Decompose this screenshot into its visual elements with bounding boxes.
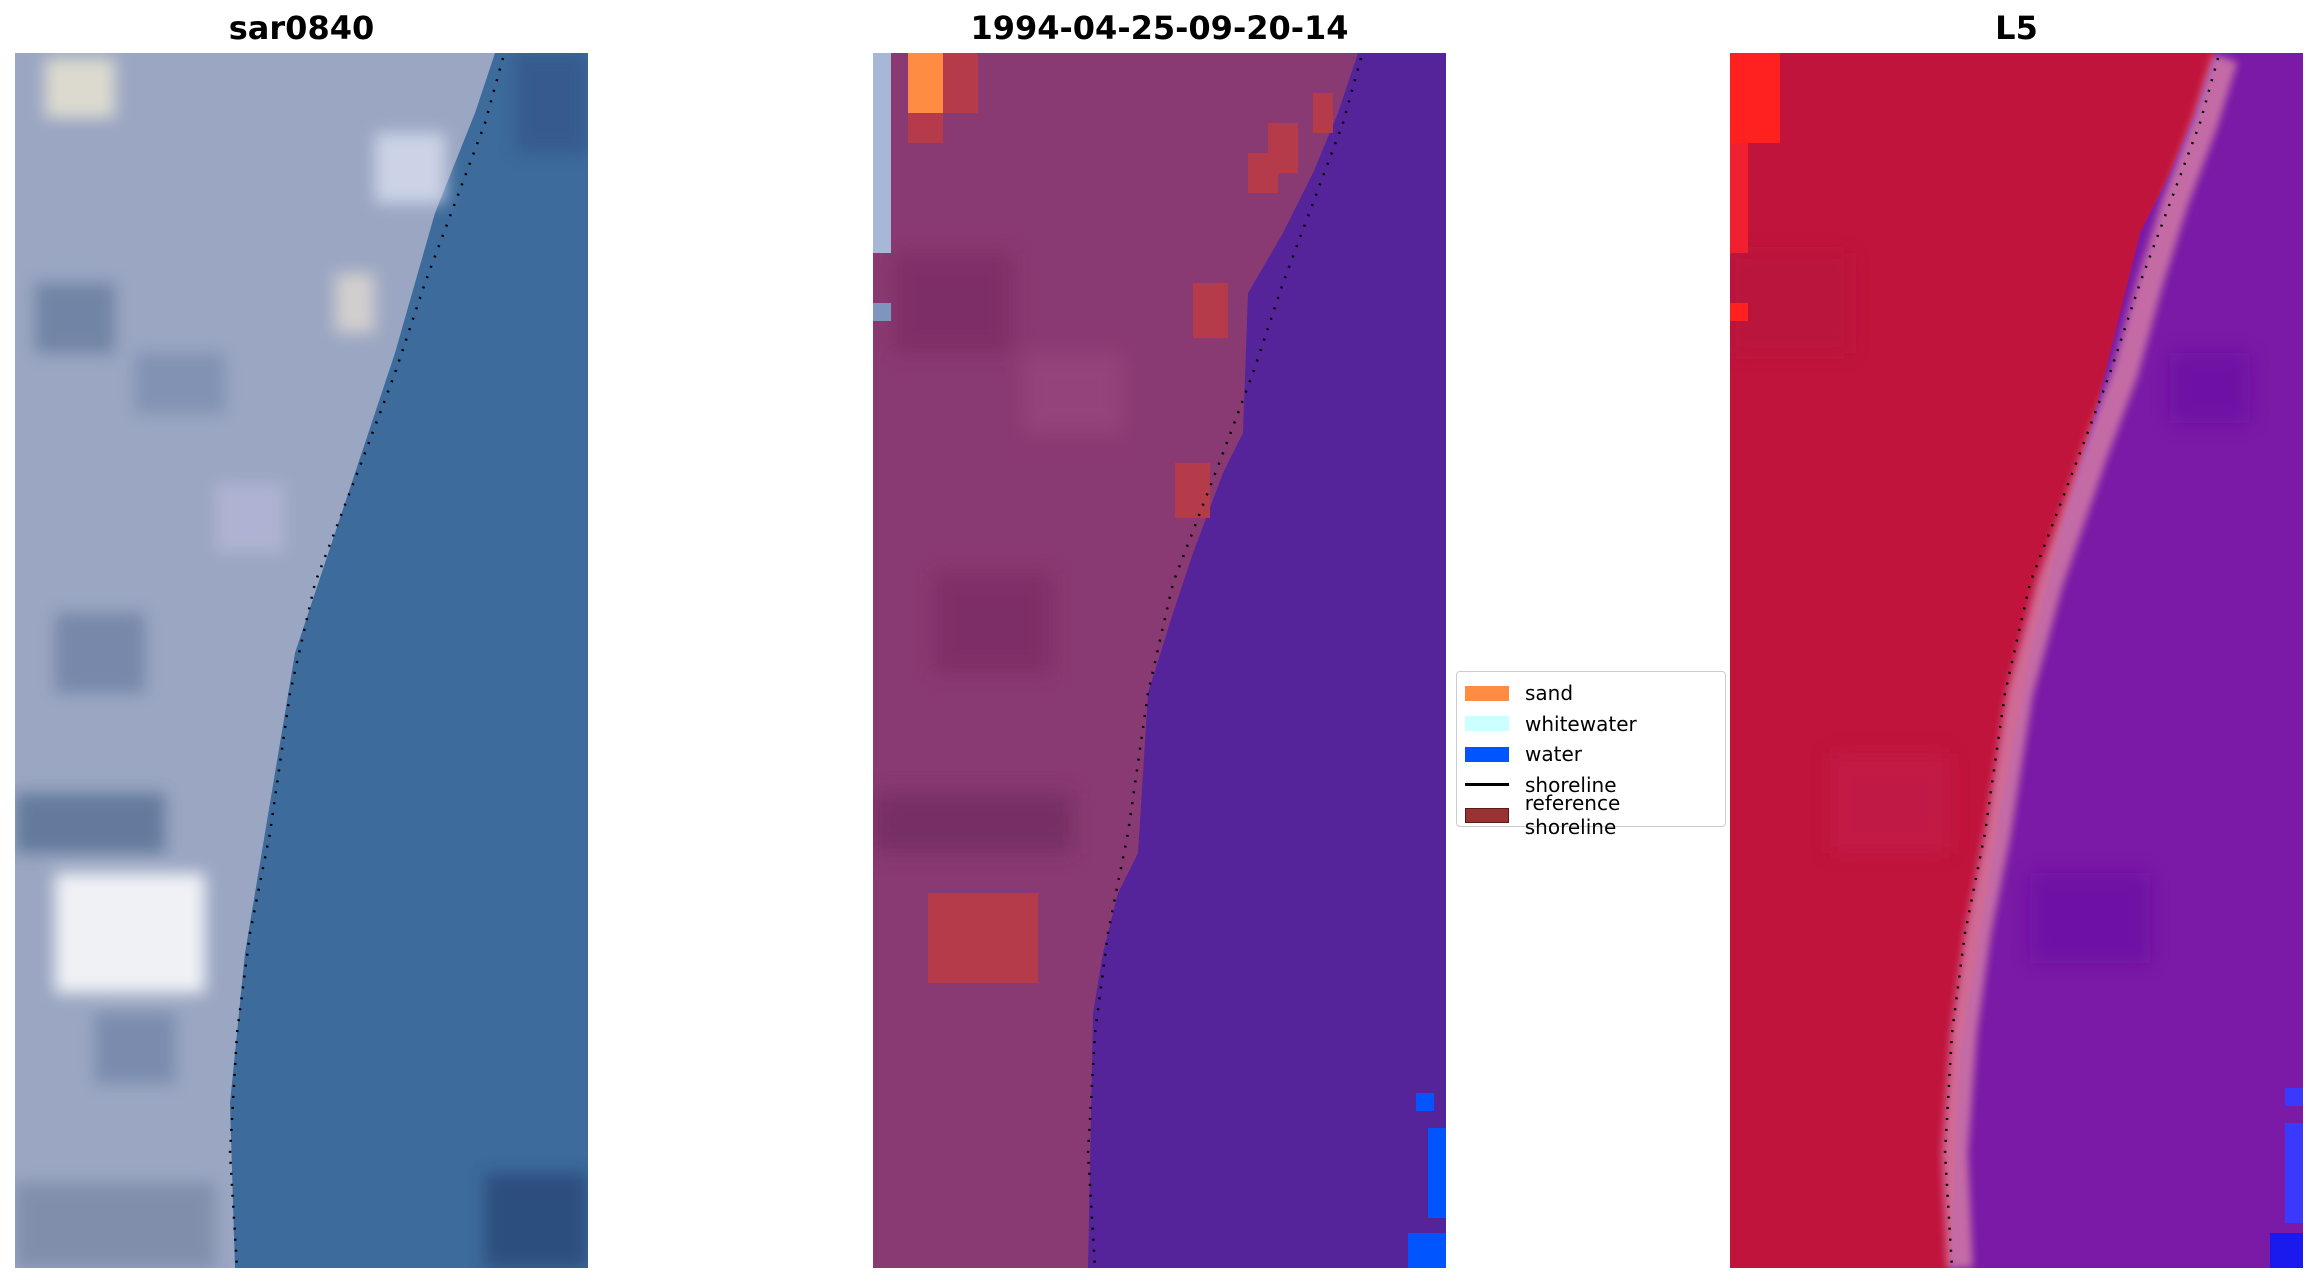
legend-swatch-sand [1465,685,1509,701]
legend-label-sand: sand [1525,681,1574,706]
ir-image-panel [1730,53,2303,1268]
ir-image [1730,53,2303,1268]
legend-item-shoreline: shoreline [1465,770,1717,801]
legend-label-water: water [1525,742,1582,767]
rgb-image-panel [15,53,588,1268]
legend: sand whitewater water shoreline referenc… [1456,671,1726,839]
legend-swatch-reference-shoreline [1465,807,1509,823]
legend-line-shoreline [1465,783,1509,787]
legend-swatch-water [1465,746,1509,762]
legend-item-reference-shoreline: reference shoreline [1465,791,1717,839]
classified-image-panel [873,53,1446,1268]
panel-title-rgb: sar0840 [228,9,375,47]
legend-item-whitewater: whitewater [1465,709,1717,740]
legend-label-whitewater: whitewater [1525,711,1637,736]
legend-item-sand: sand [1465,678,1717,709]
legend-label-reference-shoreline: reference shoreline [1524,791,1621,840]
legend-swatch-whitewater [1465,716,1509,732]
legend-item-water: water [1465,739,1717,770]
classified-image [873,53,1446,1268]
panel-title-ir: L5 [1995,9,2038,47]
legend-label-shoreline: shoreline [1525,772,1617,797]
rgb-image [15,53,588,1268]
panel-title-classified: 1994-04-25-09-20-14 [970,9,1349,47]
